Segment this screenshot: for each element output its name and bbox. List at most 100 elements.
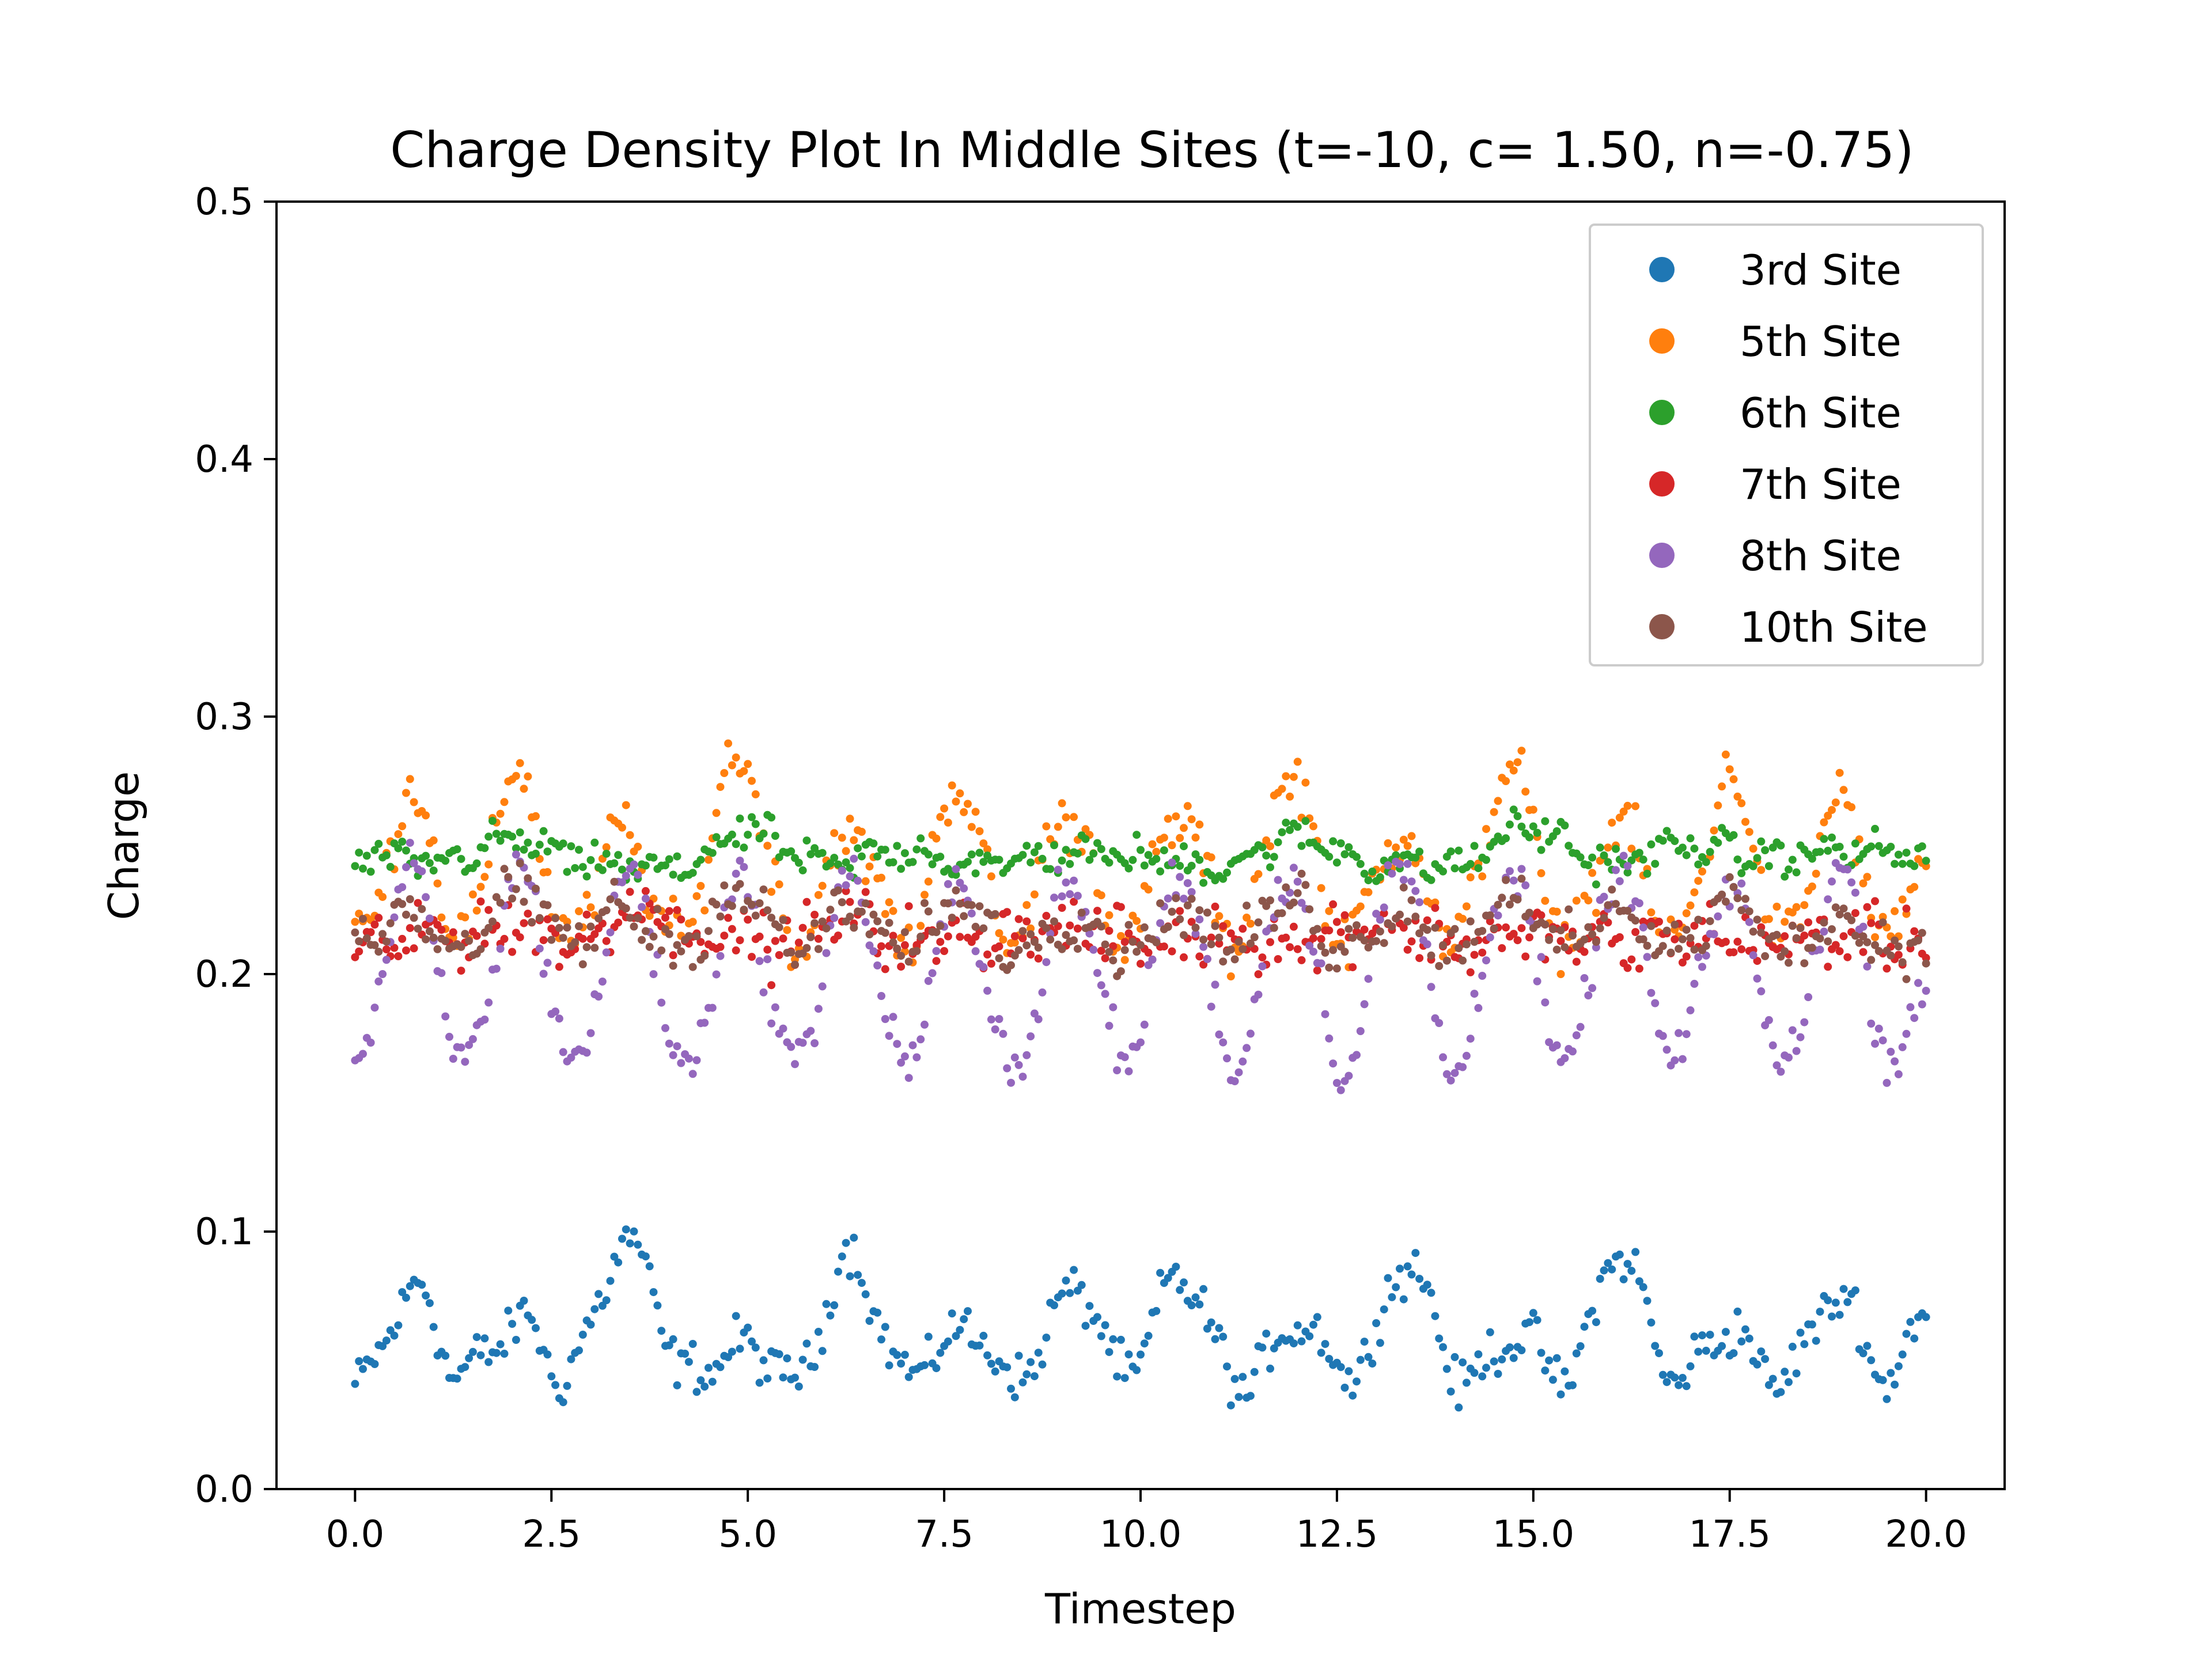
- data-point: [622, 1225, 630, 1234]
- legend-marker: [1649, 471, 1675, 497]
- data-point: [1906, 1003, 1915, 1012]
- data-point: [1384, 839, 1392, 847]
- data-point: [362, 934, 371, 942]
- data-point: [406, 775, 414, 783]
- data-point: [897, 865, 906, 873]
- data-point: [1223, 868, 1231, 877]
- data-point: [359, 915, 367, 923]
- data-point: [1097, 946, 1105, 955]
- data-point: [1340, 850, 1349, 858]
- data-point: [763, 842, 772, 850]
- data-point: [775, 923, 783, 931]
- data-point: [1675, 1029, 1683, 1037]
- data-point: [979, 1331, 988, 1340]
- data-point: [1309, 822, 1317, 831]
- data-point: [406, 1282, 414, 1290]
- data-point: [1788, 922, 1797, 930]
- data-point: [936, 1349, 945, 1357]
- data-point: [1494, 911, 1502, 920]
- data-point: [1439, 1053, 1447, 1062]
- data-point: [1137, 1038, 1145, 1047]
- data-point: [1863, 962, 1872, 971]
- data-point: [520, 846, 528, 854]
- data-point: [508, 948, 517, 956]
- data-point: [1914, 936, 1922, 945]
- data-point: [1517, 865, 1526, 873]
- data-point: [728, 925, 736, 933]
- data-point: [1737, 879, 1746, 888]
- data-point: [1046, 929, 1055, 938]
- data-point: [590, 930, 599, 938]
- data-point: [622, 801, 630, 809]
- data-point: [661, 914, 669, 922]
- data-point: [1643, 953, 1652, 961]
- data-point: [1027, 858, 1035, 867]
- data-point: [956, 899, 964, 908]
- data-point: [1180, 842, 1188, 851]
- data-point: [1364, 1353, 1373, 1361]
- data-point: [422, 893, 430, 902]
- data-point: [1105, 858, 1113, 867]
- data-point: [1694, 953, 1703, 961]
- data-point: [504, 873, 513, 881]
- data-point: [1686, 1006, 1695, 1014]
- data-point: [1552, 907, 1561, 916]
- data-point: [1191, 1293, 1200, 1302]
- data-point: [928, 969, 937, 978]
- data-point: [1274, 955, 1282, 963]
- data-point: [1203, 1324, 1211, 1333]
- data-point: [1317, 959, 1325, 968]
- data-point: [1407, 937, 1416, 946]
- data-point: [398, 838, 407, 846]
- data-point: [1234, 937, 1243, 946]
- data-point: [1808, 854, 1816, 863]
- data-point: [677, 915, 685, 924]
- data-point: [394, 830, 403, 839]
- data-point: [806, 933, 815, 941]
- data-point: [1486, 1328, 1494, 1336]
- data-point: [704, 1363, 713, 1372]
- data-point: [618, 823, 626, 832]
- data-point: [798, 1355, 807, 1364]
- data-point: [425, 1299, 434, 1308]
- data-point: [1403, 917, 1412, 926]
- data-point: [1215, 1324, 1224, 1332]
- data-point: [402, 863, 410, 872]
- data-point: [1258, 962, 1267, 971]
- legend-marker: [1649, 328, 1675, 354]
- data-point: [822, 1300, 831, 1308]
- data-point: [1725, 765, 1734, 774]
- data-point: [1137, 1350, 1145, 1359]
- data-point: [759, 1356, 768, 1365]
- data-point: [524, 772, 532, 781]
- data-point: [1729, 948, 1738, 957]
- data-point: [861, 888, 870, 896]
- data-point: [1034, 1349, 1043, 1357]
- data-point: [1258, 843, 1267, 851]
- data-point: [571, 864, 579, 872]
- data-point: [1548, 925, 1557, 933]
- data-point: [904, 957, 913, 966]
- data-point: [1321, 1340, 1330, 1349]
- data-point: [1286, 792, 1294, 801]
- data-point: [842, 881, 850, 889]
- data-point: [814, 1328, 823, 1336]
- data-point: [1678, 958, 1687, 967]
- data-point: [1662, 1046, 1671, 1054]
- data-point: [1384, 861, 1392, 870]
- data-point: [1816, 1308, 1824, 1316]
- data-point: [1737, 799, 1746, 808]
- data-point: [1027, 1032, 1035, 1041]
- data-point: [971, 808, 980, 816]
- data-point: [645, 1262, 654, 1271]
- data-point: [1517, 747, 1526, 755]
- data-point: [1144, 885, 1153, 894]
- data-point: [1148, 840, 1157, 849]
- data-point: [1309, 948, 1317, 956]
- data-point: [1105, 926, 1113, 935]
- data-point: [1293, 877, 1302, 886]
- data-point: [461, 930, 469, 938]
- data-point: [406, 895, 414, 903]
- data-point: [496, 836, 505, 845]
- data-point: [382, 956, 391, 964]
